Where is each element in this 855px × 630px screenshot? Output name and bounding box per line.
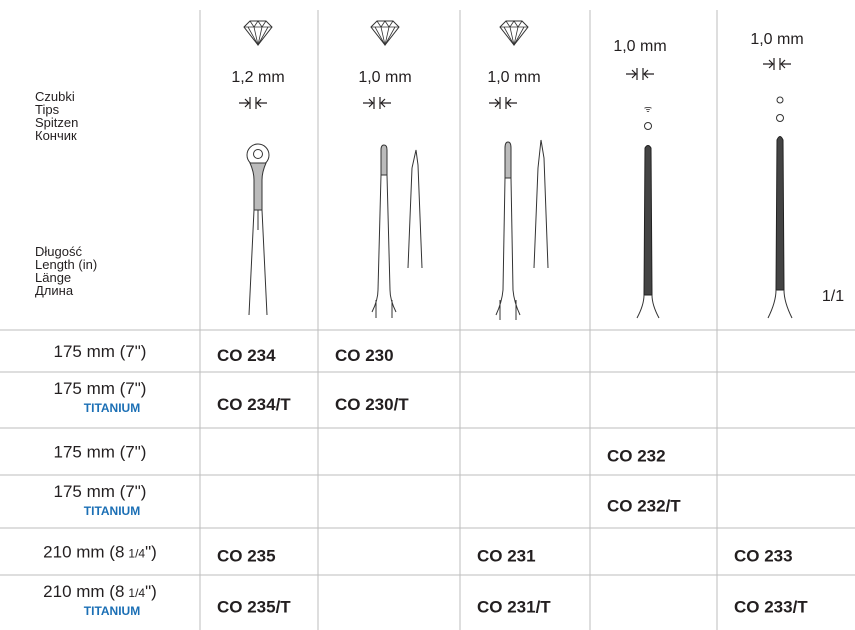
width-arrows	[625, 67, 655, 81]
product-code: CO 231	[477, 547, 536, 566]
product-code: CO 235/T	[217, 598, 291, 617]
tip-size: 1,0 mm	[750, 31, 803, 48]
tips-label: Кончик	[35, 128, 77, 143]
product-code: CO 230	[335, 346, 394, 365]
length-label: Länge	[35, 270, 71, 285]
length-fraction: 1/4	[128, 586, 145, 600]
tip-size: 1,0 mm	[613, 38, 666, 55]
row-length: 175 mm (7")	[54, 342, 147, 361]
width-arrows	[488, 96, 518, 110]
length-suffix: ")	[145, 543, 157, 562]
row-length: 210 mm (8 1/4")	[43, 543, 157, 562]
diamond-icon	[243, 20, 273, 46]
length-text: 210 mm (8	[43, 582, 124, 601]
length-text: 175 mm (7")	[54, 379, 147, 398]
material-label: TITANIUM	[84, 604, 140, 618]
row-length: 175 mm (7")	[54, 482, 147, 501]
product-code: CO 234	[217, 346, 276, 365]
tips-label: Czubki	[35, 89, 75, 104]
width-arrows	[362, 96, 392, 110]
tips-label: Tips	[35, 102, 60, 117]
row-length: 175 mm (7")	[54, 443, 147, 462]
scale-label: 1/1	[822, 288, 844, 305]
length-fraction: 1/4	[128, 547, 145, 561]
instrument-curved	[495, 139, 549, 320]
product-code: CO 232/T	[607, 497, 681, 516]
length-text: 210 mm (8	[43, 543, 124, 562]
diamond-icon	[499, 20, 529, 46]
width-arrows	[762, 57, 792, 71]
length-label: Długość	[35, 244, 82, 259]
product-code: CO 235	[217, 547, 276, 566]
length-label: Длина	[35, 283, 74, 298]
tips-label: Spitzen	[35, 115, 78, 130]
tip-glyph: ᯤ	[644, 104, 652, 114]
tip-size: 1,2 mm	[231, 69, 284, 86]
product-code: CO 233/T	[734, 598, 808, 617]
width-arrows	[238, 96, 268, 110]
row-length: 175 mm (7")	[54, 379, 147, 398]
instrument-micro	[767, 96, 793, 319]
table-grid	[0, 10, 855, 630]
material-label: TITANIUM	[84, 401, 140, 415]
length-text: 175 mm (7")	[54, 342, 147, 361]
tip-size: 1,0 mm	[487, 69, 540, 86]
material-label: TITANIUM	[84, 504, 140, 518]
length-suffix: ")	[145, 582, 157, 601]
product-code: CO 231/T	[477, 598, 551, 617]
length-text: 175 mm (7")	[54, 443, 147, 462]
tip-size: 1,0 mm	[358, 69, 411, 86]
product-code: CO 233	[734, 547, 793, 566]
product-code: CO 234/T	[217, 395, 291, 414]
instrument-ring	[246, 143, 270, 316]
instrument-micro: ᯤ	[636, 104, 660, 319]
table-rows: 175 mm (7") CO 234 CO 230 175 mm (7") TITANI…	[43, 342, 808, 618]
row-length: 210 mm (8 1/4")	[43, 582, 157, 601]
diamond-icon	[370, 20, 400, 46]
length-label: Length (in)	[35, 257, 97, 272]
product-code: CO 230/T	[335, 395, 409, 414]
length-text: 175 mm (7")	[54, 482, 147, 501]
product-code: CO 232	[607, 447, 666, 466]
instrument-straight	[371, 144, 423, 318]
